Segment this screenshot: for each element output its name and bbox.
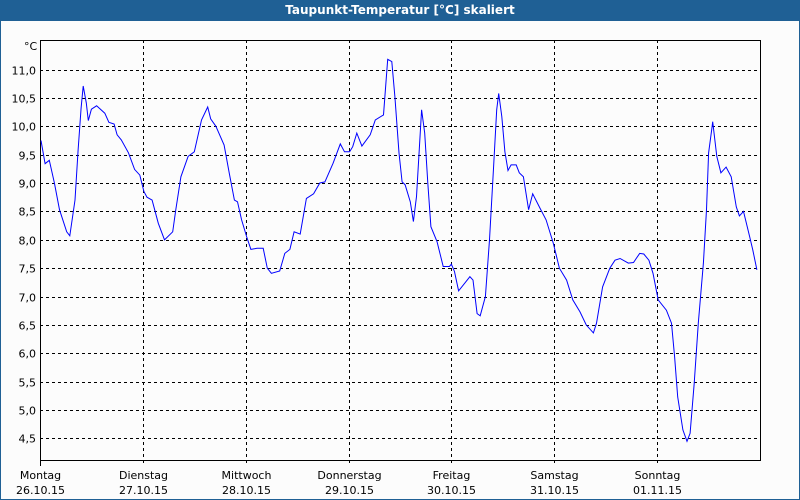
x-tick-day: Sonntag [635,469,681,482]
x-tick-day: Samstag [530,469,578,482]
y-tick-label: 10,0 [12,121,37,134]
plot-frame [40,40,761,461]
y-tick-label: 5,5 [19,377,37,390]
x-tick-date: 29.10.15 [325,484,374,497]
y-tick-label: 6,0 [19,348,37,361]
y-tick-label: 11,0 [12,65,37,78]
y-tick-label: 4,5 [19,433,37,446]
x-tick-day: Donnerstag [317,469,381,482]
grid [40,40,760,466]
x-tick-date: 31.10.15 [530,484,579,497]
y-tick-label: 9,5 [19,150,37,163]
x-tick-date: 30.10.15 [427,484,476,497]
y-tick-label: 5,0 [19,405,37,418]
y-tick-label: 7,0 [19,292,37,305]
series-line-taupunkt [40,58,758,443]
x-tick-date: 28.10.15 [222,484,271,497]
x-tick-day: Dienstag [119,469,168,482]
y-axis-unit-label: °C [24,40,38,53]
y-tick-label: 6,5 [19,320,37,333]
y-tick-label: 10,5 [12,93,37,106]
y-tick-label: 8,5 [19,206,37,219]
x-tick-date: 26.10.15 [16,484,65,497]
x-axis-ticks: Montag 26.10.15 Dienstag 27.10.15 Mittwoch 28… [16,469,682,497]
window-title: Taupunkt-Temperatur [°C] skaliert [0,0,800,21]
x-tick-date: 27.10.15 [119,484,168,497]
y-tick-label: 9,0 [19,178,37,191]
y-tick-label: 8,0 [19,235,37,248]
x-tick-day: Mittwoch [222,469,272,482]
y-tick-label: 7,5 [19,263,37,276]
x-tick-date: 01.11.15 [633,484,682,497]
x-tick-day: Freitag [433,469,471,482]
y-axis-ticks: 11,0 10,5 10,0 9,5 9,0 8,5 8,0 7,5 7,0 6,5 6,0 5,5 5… [12,65,37,446]
x-tick-day: Montag [20,469,61,482]
